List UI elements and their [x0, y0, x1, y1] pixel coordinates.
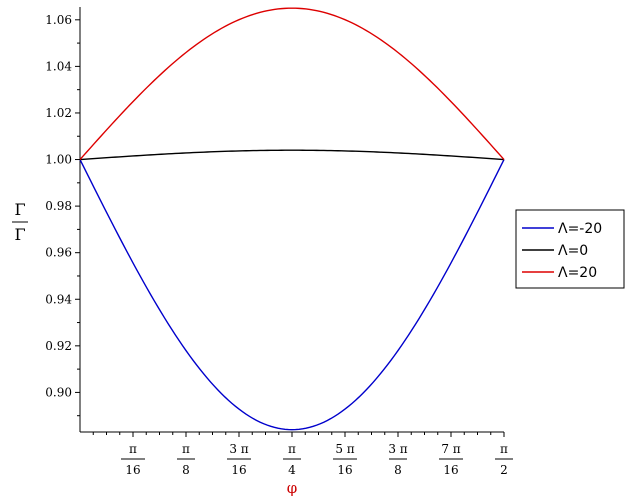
- y-axis-label-numerator: Γ: [14, 200, 25, 219]
- series-curves: [79, 7, 505, 431]
- series-line-2: [79, 7, 505, 160]
- y-tick-label: 0.94: [45, 292, 72, 306]
- legend-label-0: Λ=-20: [558, 221, 602, 237]
- x-tick-numerator: 3 π: [229, 442, 248, 456]
- plot-axes: [79, 7, 504, 433]
- y-tick-label: 0.90: [45, 385, 72, 399]
- x-tick-denominator: 4: [288, 463, 296, 477]
- y-tick-label: 1.02: [45, 106, 72, 120]
- legend-label-1: Λ=0: [558, 243, 588, 259]
- series-line-0: [79, 159, 505, 431]
- y-tick-label: 1.00: [45, 153, 72, 167]
- y-tick-label: 0.96: [45, 246, 72, 260]
- x-axis-label: φ: [287, 479, 298, 497]
- x-tick-label: π4: [283, 442, 301, 477]
- x-tick-numerator: π: [129, 442, 137, 456]
- x-tick-numerator: 3 π: [388, 442, 407, 456]
- y-axis-label: Γ Γ: [12, 200, 28, 244]
- y-axis-label-denominator: Γ: [14, 225, 25, 244]
- x-tick-denominator: 16: [231, 463, 246, 477]
- x-tick-denominator: 16: [125, 463, 140, 477]
- x-tick-denominator: 16: [443, 463, 458, 477]
- legend-box: [515, 209, 625, 289]
- x-tick-label: π8: [177, 442, 195, 477]
- y-tick-label: 1.04: [45, 59, 72, 73]
- x-tick-denominator: 8: [394, 463, 402, 477]
- series-line-1: [79, 149, 505, 161]
- x-tick-label: π 16: [121, 442, 145, 477]
- x-tick-numerator: π: [288, 442, 296, 456]
- legend: Λ=-20 Λ=0 Λ=20: [515, 209, 625, 289]
- x-tick-label: 3 π 8: [388, 442, 407, 477]
- x-tick-denominator: 16: [337, 463, 352, 477]
- y-ticks: 0.90 0.92 0.94 0.96 0.98 1.00 1.02 1.04 1.06: [45, 13, 80, 417]
- x-tick-label: 7 π 16: [439, 442, 463, 477]
- y-tick-label: 1.06: [45, 13, 72, 27]
- x-tick-label: π2: [495, 442, 513, 477]
- x-tick-denominator: 8: [182, 463, 190, 477]
- x-tick-label: 3 π 16: [227, 442, 251, 477]
- x-tick-numerator: 5 π: [335, 442, 354, 456]
- x-tick-numerator: 7 π: [441, 442, 460, 456]
- y-tick-label: 0.98: [45, 199, 72, 213]
- x-tick-numerator: π: [182, 442, 190, 456]
- x-tick-denominator: 2: [500, 463, 508, 477]
- x-tick-label: 5 π 16: [333, 442, 357, 477]
- x-tick-numerator: π: [500, 442, 508, 456]
- legend-label-2: Λ=20: [558, 265, 597, 281]
- y-tick-label: 0.92: [45, 339, 72, 353]
